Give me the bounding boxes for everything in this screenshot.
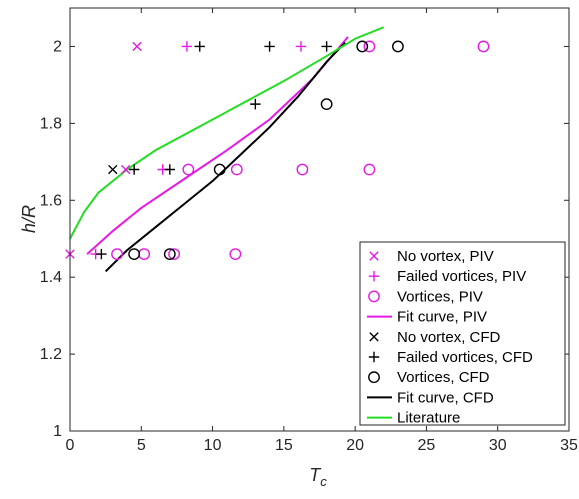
plot-frame	[69, 7, 570, 432]
y-tick-label: 2	[53, 38, 62, 55]
y-tick-label: 1	[53, 423, 62, 440]
legend-swatch	[368, 271, 380, 282]
point-vortices-cfd	[392, 40, 404, 53]
point-failed-vortices-cfd	[194, 41, 205, 52]
legend-item-no-vortex-cfd: No vortex, CFD	[369, 329, 501, 346]
legend-label: No vortex, PIV	[397, 248, 494, 265]
y-axis-title: h/R	[19, 205, 39, 233]
ticks-layer: 0 5 10 15 20 25 30 35 1 1.2 1.4 1.6 1.8 2	[40, 8, 578, 454]
series-vortices-cfd	[128, 40, 404, 261]
series-fit-curve-piv	[86, 36, 349, 255]
point-failed-vortices-piv	[295, 41, 307, 52]
point-vortices-cfd	[356, 40, 369, 53]
legend-swatch	[368, 290, 380, 303]
x-tick-label: 30	[489, 437, 507, 454]
y-tick-label: 1.8	[40, 115, 62, 132]
point-vortices-piv	[477, 40, 490, 53]
legend-marker	[368, 371, 380, 384]
point-vortices-piv	[296, 163, 309, 176]
point-no-vortex-cfd	[108, 164, 118, 175]
legend-item-fit-curve-piv: Fit curve, PIV	[367, 309, 487, 326]
point-vortices-piv	[230, 163, 243, 176]
legend-swatch	[369, 332, 379, 342]
point-vortices-piv	[111, 248, 123, 261]
point-failed-vortices-piv	[181, 41, 193, 52]
x-axis-title: Tc	[309, 465, 327, 489]
point-vortices-cfd	[213, 163, 226, 176]
point-no-vortex-piv	[120, 164, 131, 175]
legend-item-failed-vortices-piv: Failed vortices, PIV	[368, 268, 526, 285]
x-tick-label: 25	[418, 437, 436, 454]
legend-item-vortices-cfd: Vortices, CFD	[368, 369, 490, 386]
point-vortices-piv	[182, 163, 195, 176]
point-failed-vortices-cfd	[164, 164, 175, 175]
legend-marker	[368, 290, 380, 303]
y-tick-label: 1.2	[40, 346, 62, 363]
legend-item-literature: Literature	[367, 410, 460, 427]
legend-box	[359, 241, 566, 426]
x-tick-label: 35	[560, 437, 578, 454]
point-vortices-piv	[363, 163, 376, 176]
point-no-vortex-piv	[132, 41, 142, 52]
x-tick-label: 20	[346, 437, 364, 454]
legend-swatch	[369, 251, 379, 261]
point-vortices-cfd	[128, 248, 141, 261]
legend-label: Failed vortices, CFD	[397, 349, 533, 366]
legend-marker	[368, 351, 380, 363]
series-layer	[65, 26, 490, 273]
legend-swatch	[368, 351, 380, 363]
legend-label: Literature	[397, 410, 460, 427]
legend-marker	[368, 271, 380, 282]
legend-label: Fit curve, PIV	[397, 309, 487, 326]
series-fit-curve-cfd	[104, 41, 346, 273]
point-failed-vortices-cfd	[321, 41, 332, 52]
legend-label: Fit curve, CFD	[397, 389, 494, 406]
legend-label: Failed vortices, PIV	[397, 268, 526, 285]
point-vortices-cfd	[320, 98, 333, 111]
x-tick-label: 5	[137, 437, 146, 454]
point-failed-vortices-cfd	[128, 164, 140, 175]
curve-fit-curve-cfd	[104, 41, 346, 273]
x-tick-label: 0	[66, 437, 75, 454]
y-tick-label: 1.4	[40, 269, 62, 286]
legend-swatch	[368, 371, 380, 384]
point-vortices-piv	[363, 40, 376, 53]
x-axis-title-main: T	[309, 465, 322, 485]
x-axis-title-subscript: c	[320, 474, 327, 489]
legend-label: Vortices, CFD	[397, 369, 490, 386]
x-tick-label: 10	[204, 437, 222, 454]
curve-literature	[69, 26, 385, 240]
legend-marker	[369, 251, 379, 261]
series-failed-vortices-cfd	[96, 41, 332, 260]
point-vortices-piv	[168, 248, 180, 261]
x-tick-label: 15	[275, 437, 293, 454]
curve-fit-curve-piv	[86, 36, 349, 255]
point-vortices-cfd	[163, 248, 176, 261]
series-vortices-piv	[111, 40, 490, 261]
point-failed-vortices-cfd	[250, 98, 261, 110]
legend-item-no-vortex-piv: No vortex, PIV	[369, 248, 494, 265]
legend-label: Vortices, PIV	[397, 288, 483, 305]
legend-item-failed-vortices-cfd: Failed vortices, CFD	[368, 349, 533, 366]
series-no-vortex-cfd	[108, 164, 118, 175]
point-failed-vortices-cfd	[96, 248, 107, 260]
legend-marker	[369, 332, 379, 342]
legend-item-fit-curve-cfd: Fit curve, CFD	[367, 389, 494, 406]
y-tick-label: 1.6	[40, 192, 62, 209]
series-literature	[69, 26, 385, 240]
legend-label: No vortex, CFD	[397, 329, 501, 346]
point-failed-vortices-cfd	[264, 41, 275, 52]
legend-item-vortices-piv: Vortices, PIV	[368, 288, 483, 305]
legend: No vortex, PIV Failed vortices, PIV Vortic…	[359, 241, 566, 427]
point-vortices-piv	[229, 248, 242, 261]
